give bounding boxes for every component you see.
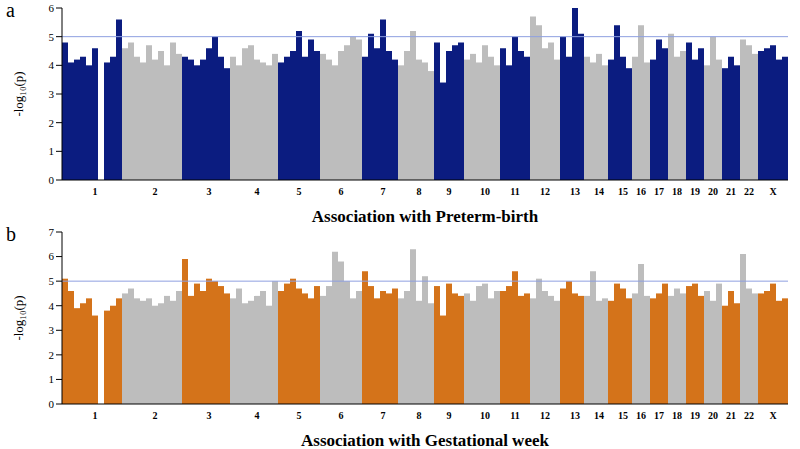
- svg-text:19: 19: [690, 186, 700, 197]
- svg-text:3: 3: [49, 88, 55, 100]
- svg-text:12: 12: [540, 186, 550, 197]
- svg-text:20: 20: [708, 410, 718, 421]
- svg-text:8: 8: [417, 410, 422, 421]
- svg-text:X: X: [769, 186, 777, 197]
- svg-text:2: 2: [153, 410, 158, 421]
- svg-text:21: 21: [726, 186, 736, 197]
- svg-text:1: 1: [49, 145, 55, 157]
- svg-text:2: 2: [49, 117, 55, 129]
- svg-text:16: 16: [636, 410, 646, 421]
- html-text:b: b: [6, 223, 16, 245]
- svg-text:Association with Preterm-birth: Association with Preterm-birth: [312, 207, 539, 224]
- svg-text:18: 18: [672, 186, 682, 197]
- svg-text:22: 22: [744, 410, 754, 421]
- svg-text:8: 8: [417, 186, 422, 197]
- svg-text:15: 15: [618, 186, 628, 197]
- svg-text:2: 2: [153, 186, 158, 197]
- svg-text:11: 11: [510, 410, 519, 421]
- svg-text:13: 13: [570, 186, 580, 197]
- svg-text:9: 9: [447, 410, 452, 421]
- svg-text:1: 1: [93, 186, 98, 197]
- svg-text:10: 10: [480, 410, 490, 421]
- svg-text:21: 21: [726, 410, 736, 421]
- svg-text:7: 7: [49, 226, 55, 238]
- svg-text:17: 17: [654, 186, 664, 197]
- svg-text:5: 5: [49, 31, 55, 43]
- svg-text:0: 0: [49, 174, 55, 186]
- svg-text:7: 7: [381, 186, 386, 197]
- svg-text:4: 4: [49, 300, 55, 312]
- svg-text:6: 6: [49, 250, 55, 262]
- svg-text:5: 5: [297, 186, 302, 197]
- svg-text:4: 4: [255, 186, 260, 197]
- svg-text:2: 2: [49, 349, 55, 361]
- svg-text:3: 3: [207, 186, 212, 197]
- svg-text:22: 22: [744, 186, 754, 197]
- svg-text:0: 0: [49, 398, 55, 410]
- svg-text:13: 13: [570, 410, 580, 421]
- svg-text:16: 16: [636, 186, 646, 197]
- svg-text:6: 6: [49, 2, 55, 14]
- html-text:a: a: [6, 0, 15, 21]
- svg-text:17: 17: [654, 410, 664, 421]
- svg-text:7: 7: [381, 410, 386, 421]
- svg-text:3: 3: [207, 410, 212, 421]
- svg-text:18: 18: [672, 410, 682, 421]
- svg-text:9: 9: [447, 186, 452, 197]
- svg-text:6: 6: [339, 410, 344, 421]
- svg-text:-log₁₀(p): -log₁₀(p): [11, 295, 26, 340]
- svg-text:4: 4: [49, 59, 55, 71]
- svg-text:14: 14: [594, 186, 604, 197]
- svg-text:12: 12: [540, 410, 550, 421]
- svg-text:15: 15: [618, 410, 628, 421]
- svg-text:3: 3: [49, 324, 55, 336]
- svg-text:1: 1: [49, 373, 55, 385]
- svg-text:6: 6: [339, 186, 344, 197]
- svg-text:1: 1: [93, 410, 98, 421]
- svg-text:20: 20: [708, 186, 718, 197]
- svg-text:11: 11: [510, 186, 519, 197]
- svg-text:10: 10: [480, 186, 490, 197]
- svg-text:Association with Gestational w: Association with Gestational week: [301, 431, 549, 448]
- svg-text:19: 19: [690, 410, 700, 421]
- svg-text:5: 5: [49, 275, 55, 287]
- svg-text:5: 5: [297, 410, 302, 421]
- svg-text:14: 14: [594, 410, 604, 421]
- svg-text:-log₁₀(p): -log₁₀(p): [11, 71, 26, 116]
- svg-text:X: X: [769, 410, 777, 421]
- svg-text:4: 4: [255, 410, 260, 421]
